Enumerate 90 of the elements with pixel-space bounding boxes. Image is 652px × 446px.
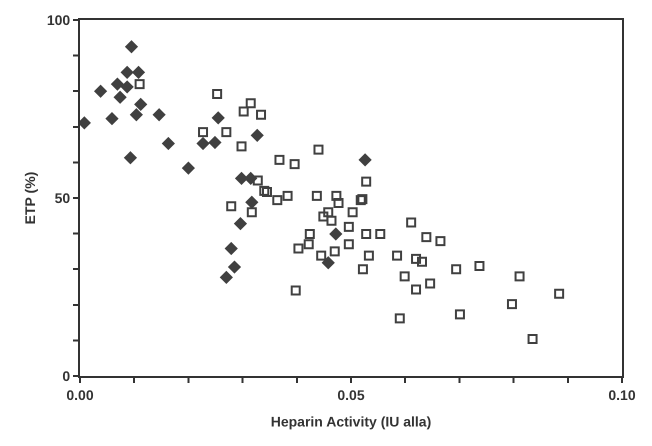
point (312, 190, 322, 201)
point (130, 108, 143, 121)
point (246, 207, 257, 218)
point (111, 78, 124, 90)
point (417, 256, 427, 267)
point (120, 80, 134, 94)
point (361, 176, 372, 187)
point (421, 232, 432, 242)
point (236, 141, 247, 152)
point (134, 98, 147, 111)
point (411, 254, 422, 264)
point (334, 198, 344, 208)
point (124, 152, 137, 164)
point (282, 190, 293, 201)
x-axis-title: Heparin Activity (IU alla) (270, 414, 432, 430)
point (304, 228, 315, 239)
point (316, 250, 326, 261)
point (330, 246, 340, 256)
point (212, 89, 222, 100)
point (114, 91, 126, 104)
point (406, 218, 416, 228)
point (234, 217, 247, 230)
point (322, 256, 334, 269)
point (226, 201, 236, 212)
point (506, 299, 517, 310)
point (375, 228, 386, 239)
point (392, 250, 402, 261)
point (425, 278, 436, 288)
point (344, 239, 354, 250)
x-tick-label: 0.10 (608, 386, 636, 403)
point (152, 108, 166, 121)
point (235, 172, 248, 185)
point (474, 261, 484, 271)
point (262, 186, 272, 197)
point (358, 154, 372, 166)
y-tick-label: 50 (54, 190, 70, 206)
point (246, 196, 258, 208)
point (364, 250, 374, 261)
point (221, 127, 232, 138)
point (274, 154, 284, 165)
point (225, 242, 238, 255)
point (252, 176, 263, 186)
point (134, 79, 145, 90)
point (554, 288, 564, 299)
point (198, 127, 208, 138)
point (348, 207, 358, 218)
y-tick-label: 100 (46, 12, 70, 28)
point (220, 271, 233, 284)
point (293, 244, 304, 254)
point (251, 129, 264, 142)
x-tick-label: 0.00 (66, 386, 94, 403)
point (394, 313, 405, 324)
point (290, 286, 301, 296)
point (304, 239, 314, 250)
point (331, 190, 342, 201)
point (162, 137, 175, 150)
point (246, 98, 256, 108)
point (358, 264, 368, 274)
point (106, 112, 118, 125)
point (120, 66, 134, 79)
point (228, 260, 241, 274)
point (528, 334, 538, 344)
point (290, 159, 300, 170)
point (272, 195, 282, 206)
point (196, 137, 210, 150)
point (212, 112, 224, 124)
point (451, 264, 462, 274)
point (313, 144, 324, 155)
point (330, 228, 342, 240)
y-axis-title: ETP (%) (22, 172, 38, 224)
point (208, 136, 222, 149)
point (238, 106, 249, 116)
point (435, 236, 446, 246)
point (454, 309, 465, 320)
point (411, 284, 422, 294)
point (326, 216, 336, 226)
point (318, 212, 328, 222)
point (256, 110, 266, 120)
point (94, 85, 107, 98)
point (132, 66, 145, 79)
y-tick-label: 0 (62, 368, 70, 384)
x-tick-label: 0.05 (337, 386, 365, 403)
point (125, 40, 138, 53)
point (514, 271, 525, 282)
point (344, 222, 354, 232)
point (323, 207, 334, 218)
point (361, 228, 372, 239)
point (259, 186, 270, 196)
point (182, 162, 195, 174)
point (400, 271, 410, 282)
